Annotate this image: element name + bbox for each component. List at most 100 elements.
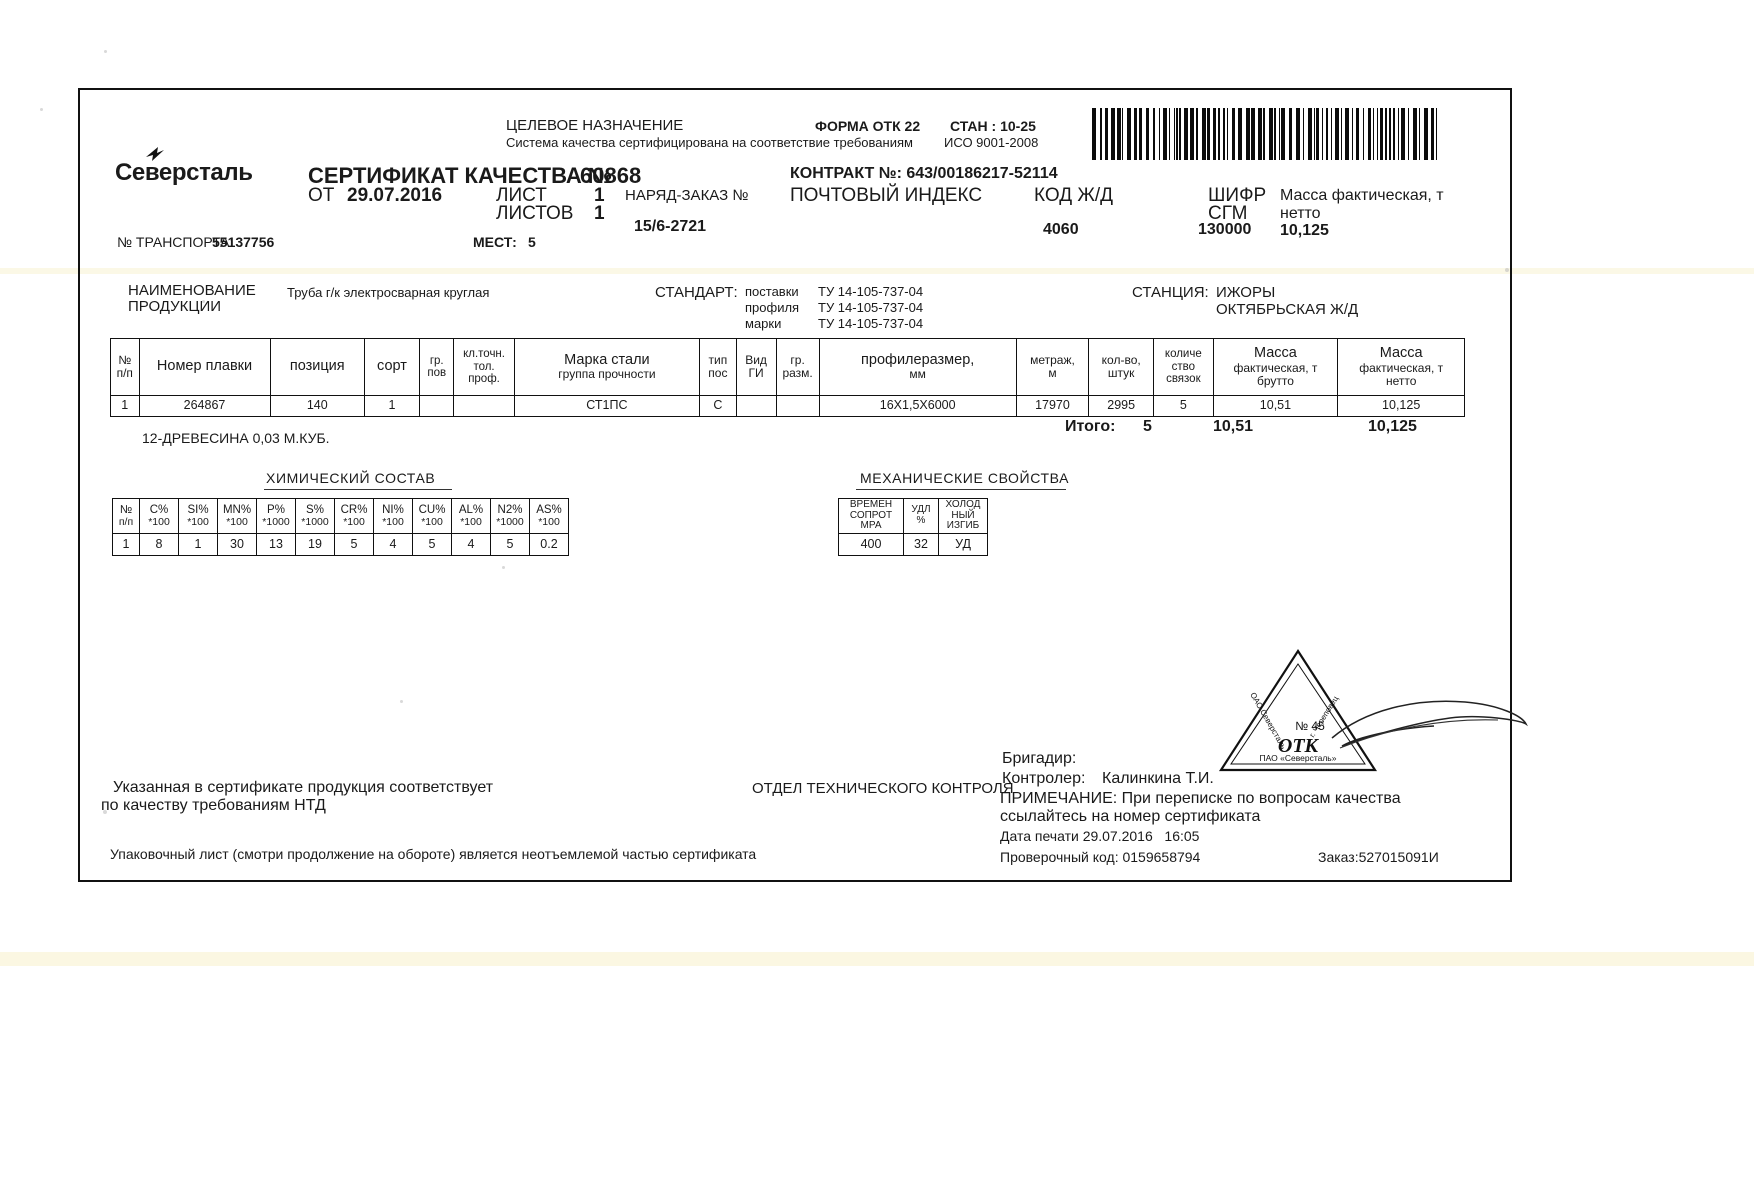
chem-cell-p: 13 bbox=[256, 533, 296, 556]
cipher-value: 130000 bbox=[1198, 221, 1252, 238]
cell-index: 1 bbox=[110, 395, 140, 417]
chem-cell-index: 1 bbox=[112, 533, 140, 556]
scan-speck bbox=[202, 300, 205, 303]
chem-cell-si: 1 bbox=[178, 533, 218, 556]
postal-index-label: ПОЧТОВЫЙ ИНДЕКС bbox=[790, 185, 983, 206]
col-profile-size: профилеразмер, мм bbox=[818, 338, 1017, 396]
mass-net-label-line2: нетто bbox=[1280, 205, 1321, 222]
product-name-label-line1: НАИМЕНОВАНИЕ bbox=[128, 282, 256, 299]
controller-name: Калинкина Т.И. bbox=[1102, 770, 1214, 787]
certificate-page-border bbox=[78, 88, 1512, 882]
mech-cell-cold-bend: УД bbox=[938, 533, 988, 556]
chem-cell-ni: 4 bbox=[373, 533, 413, 556]
col-position: позиция bbox=[269, 338, 366, 396]
col-index: № п/п bbox=[110, 338, 140, 396]
totals-brutto: 10,51 bbox=[1213, 418, 1254, 435]
chemical-composition-title: ХИМИЧЕСКИЙ СОСТАВ bbox=[266, 470, 436, 486]
svg-text:№ 45: № 45 bbox=[1295, 719, 1325, 733]
packing-note: Упаковочный лист (смотри продолжение на … bbox=[110, 846, 757, 862]
qc-department-label: ОТДЕЛ ТЕХНИЧЕСКОГО КОНТРОЛЯ bbox=[752, 780, 1014, 797]
order-value: 15/6-2721 bbox=[634, 218, 707, 235]
company-logo-text: Северсталь bbox=[115, 159, 253, 186]
cell-grade: 1 bbox=[364, 395, 420, 417]
station-value-line1: ИЖОРЫ bbox=[1216, 284, 1276, 301]
standard-value-marki: ТУ 14-105-737-04 bbox=[818, 316, 924, 331]
chem-cell-as: 0.2 bbox=[529, 533, 569, 556]
rail-code-value: 4060 bbox=[1043, 221, 1079, 238]
chem-col-as: AS% *100 bbox=[529, 498, 569, 534]
form-label: ФОРМА ОТК 22 bbox=[815, 118, 921, 134]
cell-position: 140 bbox=[269, 395, 366, 417]
chem-col-cr: CR% *100 bbox=[334, 498, 374, 534]
foreman-label: Бригадир: bbox=[1002, 750, 1077, 767]
cipher-label-line1: ШИФР bbox=[1208, 185, 1267, 206]
totals-label: Итого: bbox=[1065, 418, 1116, 435]
chem-col-ni: NI% *100 bbox=[373, 498, 413, 534]
mech-cell-elongation: 32 bbox=[903, 533, 939, 556]
station-value-line2: ОКТЯБРЬСКАЯ Ж/Д bbox=[1216, 301, 1359, 318]
chem-col-index: № п/п bbox=[112, 498, 140, 534]
svg-text:ОТК: ОТК bbox=[1278, 735, 1320, 757]
chemical-composition-table: № п/п C% *100 SI% *100 MN% *100 P% *1000… bbox=[112, 498, 569, 556]
note-line-1: ПРИМЕЧАНИЕ: При переписке по вопросам ка… bbox=[1000, 790, 1401, 807]
date-value: 29.07.2016 bbox=[347, 185, 443, 206]
chem-col-al: AL% *100 bbox=[451, 498, 491, 534]
standard-kind-marki: марки bbox=[745, 316, 782, 331]
chem-cell-c: 8 bbox=[139, 533, 179, 556]
mill-label: СТАН : 10-25 bbox=[950, 118, 1036, 134]
chem-cell-n2: 5 bbox=[490, 533, 530, 556]
transport-value: 55137756 bbox=[212, 234, 275, 250]
purpose-title: ЦЕЛЕВОЕ НАЗНАЧЕНИЕ bbox=[506, 117, 684, 134]
col-grade: сорт bbox=[364, 338, 420, 396]
standard-label: СТАНДАРТ: bbox=[655, 284, 738, 301]
svg-text:ОАО Северсталь: ОАО Северсталь bbox=[1248, 691, 1288, 751]
cell-surface-group bbox=[418, 395, 455, 417]
col-mass-netto: Масса фактическая, т нетто bbox=[1337, 338, 1465, 396]
certificate-title: СЕРТИФИКАТ КАЧЕСТВА № bbox=[308, 163, 613, 188]
standard-value-profilya: ТУ 14-105-737-04 bbox=[818, 300, 924, 315]
standard-kind-profilya: профиля bbox=[745, 300, 800, 315]
cell-type-pos: С bbox=[699, 395, 737, 417]
mech-col-tensile: ВРЕМЕН СОПРОТ МРА bbox=[838, 498, 904, 534]
svg-text:ПАО «Северсталь»: ПАО «Северсталь» bbox=[1260, 753, 1337, 763]
wood-note: 12-ДРЕВЕСИНА 0,03 М.КУБ. bbox=[142, 430, 330, 446]
order-label: НАРЯД-ЗАКАЗ № bbox=[625, 187, 749, 204]
sheet-label: ЛИСТ bbox=[496, 185, 547, 206]
table-row: 1 264867 140 1 СТ1ПС С 16Х1,5Х6000 17970… bbox=[110, 395, 1465, 417]
mass-net-label-line1: Масса фактическая, т bbox=[1280, 187, 1444, 204]
controller-label: Контролер: bbox=[1002, 770, 1086, 787]
standard-value-postavki: ТУ 14-105-737-04 bbox=[818, 284, 924, 299]
scan-speck bbox=[40, 108, 43, 111]
col-quantity-pieces: кол-во, штук bbox=[1088, 338, 1155, 396]
scan-speck bbox=[502, 566, 505, 569]
cell-mass-brutto: 10,51 bbox=[1212, 395, 1339, 417]
sheets-label: ЛИСТОВ bbox=[496, 203, 574, 224]
transport-label: № ТРАНСПОРТА: bbox=[117, 234, 234, 250]
sheet-value: 1 bbox=[594, 185, 605, 206]
mech-cell-tensile: 400 bbox=[838, 533, 904, 556]
order-code: Заказ:527015091И bbox=[1318, 849, 1439, 865]
iso-label: ИСО 9001-2008 bbox=[944, 135, 1039, 150]
cell-accuracy-class bbox=[453, 395, 515, 417]
product-name-value: Труба г/к электросварная круглая bbox=[287, 285, 490, 300]
mechanical-properties-title: МЕХАНИЧЕСКИЕ СВОЙСТВА bbox=[860, 470, 1070, 486]
conformity-line-1: Указанная в сертификате продукция соотве… bbox=[113, 779, 494, 796]
company-logo-mark-icon bbox=[145, 146, 165, 162]
scan-tint-band-bottom bbox=[0, 952, 1754, 966]
rail-code-label: КОД Ж/Д bbox=[1034, 185, 1114, 206]
quality-system-note: Система качества сертифицирована на соот… bbox=[506, 135, 913, 150]
certificate-number: 60868 bbox=[580, 163, 642, 188]
chem-cell-al: 4 bbox=[451, 533, 491, 556]
scan-speck bbox=[103, 810, 107, 814]
conformity-line-2: по качеству требованиям НТД bbox=[101, 797, 326, 814]
cell-length: 17970 bbox=[1015, 395, 1090, 417]
chem-col-mn: MN% *100 bbox=[217, 498, 257, 534]
places-label: МЕСТ: bbox=[473, 234, 517, 250]
col-heat-number: Номер плавки bbox=[138, 338, 271, 396]
col-accuracy-class: кл.точн. тол. проф. bbox=[453, 338, 515, 396]
check-code: Проверочный код: 0159658794 bbox=[1000, 849, 1201, 865]
col-gi-kind: Вид ГИ bbox=[735, 338, 777, 396]
mechanical-properties-underline bbox=[856, 489, 1066, 490]
sheets-value: 1 bbox=[594, 203, 605, 224]
main-table-header-row: № п/п Номер плавки позиция сорт гр. пов … bbox=[110, 338, 1465, 396]
